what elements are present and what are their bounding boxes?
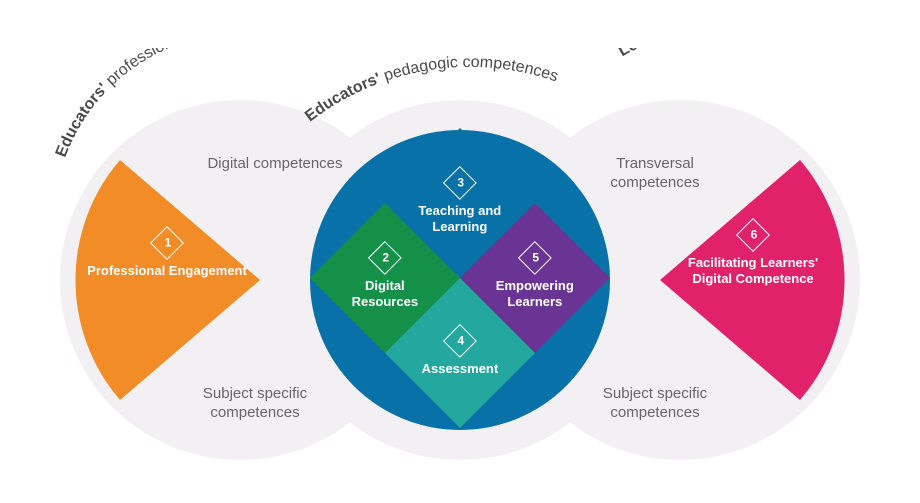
context-bottom-right: Subject specific competences (585, 385, 725, 423)
context-bottom-left: Subject specific competences (185, 385, 325, 423)
diamond-4-number: 4 (457, 330, 464, 350)
arc-left-rest: professional competences (99, 48, 286, 92)
wing-left-shape (74, 155, 264, 405)
diamond-5-title: Empowering Learners (482, 278, 588, 311)
diamond-3-number: 3 (457, 172, 464, 192)
diamond-3-title: Teaching and Learning (407, 203, 513, 236)
diamond-2-number: 2 (382, 247, 389, 267)
diamond-2-badge: 2 (368, 241, 402, 275)
wing-left-label: 1 Professional Engagement (82, 231, 252, 279)
arc-mid-bold: Educators' (302, 70, 383, 125)
wing-left-badge: 1 (150, 226, 184, 260)
wing-right: 6 Facilitating Learners' Digital Compete… (656, 155, 846, 405)
wing-right-number: 6 (750, 224, 757, 244)
wing-right-label: 6 Facilitating Learners' Digital Compete… (668, 223, 838, 288)
arc-mid-rest: pedagogic competences (377, 54, 560, 86)
context-top-left: Digital competences (205, 155, 345, 174)
diamond-3-badge: 3 (443, 166, 477, 200)
diamond-4-badge: 4 (443, 324, 477, 358)
wing-right-badge: 6 (736, 218, 770, 252)
diamond-5-number: 5 (532, 247, 539, 267)
context-top-right: Transversal competences (585, 155, 725, 193)
svg-text:Educators' pedagogic competenc: Educators' pedagogic competences (302, 54, 560, 125)
svg-text:Educators' professional compet: Educators' professional competences (53, 48, 286, 160)
diamond-2-title: Digital Resources (332, 278, 438, 311)
diamond-4-title: Assessment (407, 361, 513, 377)
arc-left-bold: Educators' (53, 80, 112, 159)
wing-left-title: Professional Engagement (82, 263, 252, 279)
arc-right-bold: Learners' (616, 48, 690, 60)
svg-text:Learners' competences: Learners' competences (616, 48, 792, 60)
wing-right-title: Facilitating Learners' Digital Competenc… (668, 255, 838, 288)
arc-header-right: Learners' competences (560, 48, 920, 168)
diamond-5-badge: 5 (518, 241, 552, 275)
wing-left: 1 Professional Engagement (74, 155, 264, 405)
wing-left-number: 1 (164, 232, 171, 252)
diagram-stage: Educators' professional competences Educ… (0, 0, 920, 503)
wing-left-path (75, 160, 260, 400)
